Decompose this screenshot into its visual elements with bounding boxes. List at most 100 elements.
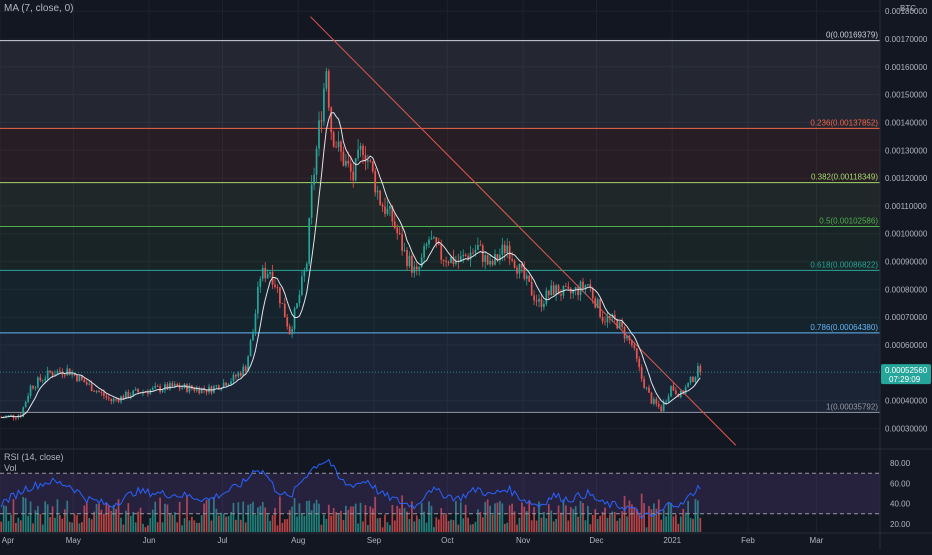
candle-body[interactable] [623,326,626,339]
candle-body[interactable] [484,255,487,262]
trendline[interactable] [310,16,737,446]
candle-body[interactable] [227,384,230,386]
candle-body[interactable] [232,374,235,382]
candle-body[interactable] [565,286,567,287]
candle-body[interactable] [584,285,587,289]
candle-body[interactable] [345,160,347,166]
candle-body[interactable] [137,389,139,393]
candle-body[interactable] [423,246,425,258]
candle-body[interactable] [650,392,653,404]
candle-body[interactable] [643,378,645,388]
candle-body[interactable] [501,244,504,255]
candle-body[interactable] [543,303,545,308]
candle-body[interactable] [430,238,433,240]
candle-body[interactable] [103,392,105,397]
candle-body[interactable] [215,385,218,387]
candle-body[interactable] [46,370,49,379]
candle-body[interactable] [303,269,306,277]
candle-body[interactable] [665,401,667,403]
candle-body[interactable] [117,399,120,402]
candle-body[interactable] [27,395,29,402]
candle-body[interactable] [166,384,169,390]
candle-body[interactable] [85,382,88,385]
candle-body[interactable] [198,387,201,394]
candle-body[interactable] [467,255,469,260]
candle-body[interactable] [293,308,296,330]
candle-body[interactable] [51,372,54,376]
candle-body[interactable] [88,383,91,385]
candle-body[interactable] [694,377,697,382]
candle-body[interactable] [161,390,164,392]
candle-body[interactable] [699,365,702,373]
candle-body[interactable] [635,348,638,359]
candlesticks[interactable] [0,67,702,421]
candle-body[interactable] [386,208,389,214]
candle-body[interactable] [335,146,337,148]
candle-body[interactable] [107,397,110,399]
candle-body[interactable] [44,378,47,381]
candle-body[interactable] [499,254,501,261]
candle-body[interactable] [530,281,533,296]
candle-body[interactable] [315,148,318,175]
candle-body[interactable] [557,285,560,295]
candle-body[interactable] [29,385,32,396]
candle-body[interactable] [286,317,289,327]
candle-body[interactable] [489,260,491,265]
candle-body[interactable] [687,382,689,388]
candle-body[interactable] [452,257,455,264]
candle-body[interactable] [274,284,276,288]
candle-body[interactable] [66,368,69,376]
candle-body[interactable] [692,376,694,382]
candle-body[interactable] [24,401,27,408]
candle-body[interactable] [547,290,550,296]
candle-body[interactable] [384,206,386,214]
candle-body[interactable] [645,387,648,389]
candle-body[interactable] [662,401,665,412]
candle-body[interactable] [171,383,174,387]
candle-body[interactable] [242,366,245,376]
candle-body[interactable] [276,287,279,288]
candle-body[interactable] [591,287,594,299]
candle-body[interactable] [230,381,232,385]
candle-body[interactable] [332,132,335,147]
candle-body[interactable] [249,340,252,357]
candle-body[interactable] [511,259,513,261]
candle-body[interactable] [291,329,293,335]
candle-body[interactable] [73,373,76,376]
candle-body[interactable] [525,275,528,279]
candle-body[interactable] [359,145,362,150]
candle-body[interactable] [396,227,399,233]
candle-body[interactable] [244,366,247,372]
candle-body[interactable] [621,321,623,327]
candle-body[interactable] [381,204,384,207]
candle-body[interactable] [496,254,499,261]
candle-body[interactable] [257,286,259,314]
candle-body[interactable] [371,161,374,172]
candle-body[interactable] [477,244,479,250]
volume-indicator-label[interactable]: Vol [4,463,17,473]
candle-body[interactable] [596,299,599,308]
candle-body[interactable] [594,298,597,308]
candle-body[interactable] [577,287,579,296]
candle-body[interactable] [327,71,330,108]
candle-body[interactable] [191,385,193,389]
candle-body[interactable] [357,149,359,159]
candle-body[interactable] [340,141,342,152]
candle-body[interactable] [420,257,423,268]
candle-body[interactable] [115,398,117,400]
candle-body[interactable] [247,356,249,372]
candle-body[interactable] [100,392,103,393]
candle-body[interactable] [545,290,548,304]
candle-body[interactable] [579,281,582,296]
candle-body[interactable] [59,370,61,372]
candle-body[interactable] [533,295,535,301]
candle-body[interactable] [540,298,543,308]
candle-body[interactable] [188,385,191,392]
candle-body[interactable] [15,417,17,419]
candle-body[interactable] [433,237,435,239]
candle-body[interactable] [22,407,25,417]
candle-body[interactable] [616,319,619,329]
candle-body[interactable] [626,335,628,339]
candle-body[interactable] [305,263,308,270]
candle-body[interactable] [425,244,428,247]
